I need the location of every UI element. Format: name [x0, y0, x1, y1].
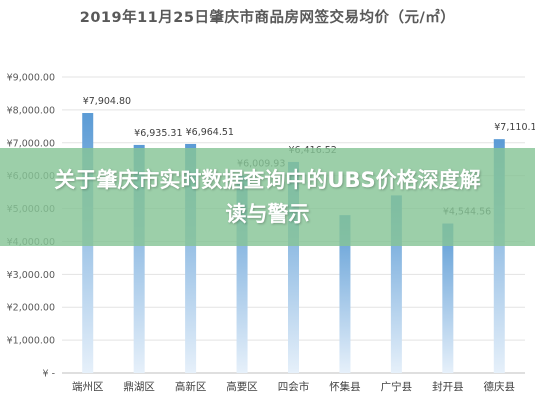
data-label: ¥7,904.80 [83, 96, 131, 107]
x-tick-label: 怀集县 [329, 380, 361, 393]
y-tick-label: ¥1,000.00 [7, 336, 55, 347]
bar [288, 161, 299, 373]
x-tick-label: 四会市 [278, 380, 310, 393]
x-tick-label: 鼎湖区 [123, 381, 155, 393]
bar [390, 195, 402, 373]
y-tick-label: ¥8,000.00 [7, 105, 55, 116]
overlay-banner: 关于肇庆市实时数据查询中的UBS价格深度解读与警示 [0, 148, 535, 246]
data-label: ¥6,964.51 [186, 127, 234, 138]
data-label: ¥6,935.31 [134, 128, 182, 139]
y-tick-label: ¥2,000.00 [7, 303, 55, 314]
bar [133, 144, 145, 373]
bar [339, 215, 351, 373]
y-tick-label: ¥9,000.00 [7, 73, 55, 84]
x-tick-label: 端州区 [72, 380, 104, 393]
chart-title: 2019年11月25日肇庆市商品房网签交易均价（元/㎡） [79, 10, 456, 26]
bar [493, 139, 505, 373]
y-tick-label: ¥ - [43, 369, 56, 380]
data-label: ¥7,110.16 [494, 122, 535, 133]
overlay-headline: 关于肇庆市实时数据查询中的UBS价格深度解读与警示 [54, 168, 481, 226]
bar [236, 175, 248, 373]
bar [442, 223, 454, 373]
x-tick-label: 封开县 [432, 380, 464, 393]
bar [185, 143, 197, 373]
x-tick-label: 高新区 [175, 380, 207, 393]
x-tick-label: 高要区 [226, 380, 258, 393]
x-tick-label: 德庆县 [484, 380, 516, 393]
x-tick-label: 广宁县 [381, 380, 413, 393]
y-tick-label: ¥7,000.00 [7, 138, 55, 149]
y-tick-label: ¥3,000.00 [7, 270, 55, 281]
